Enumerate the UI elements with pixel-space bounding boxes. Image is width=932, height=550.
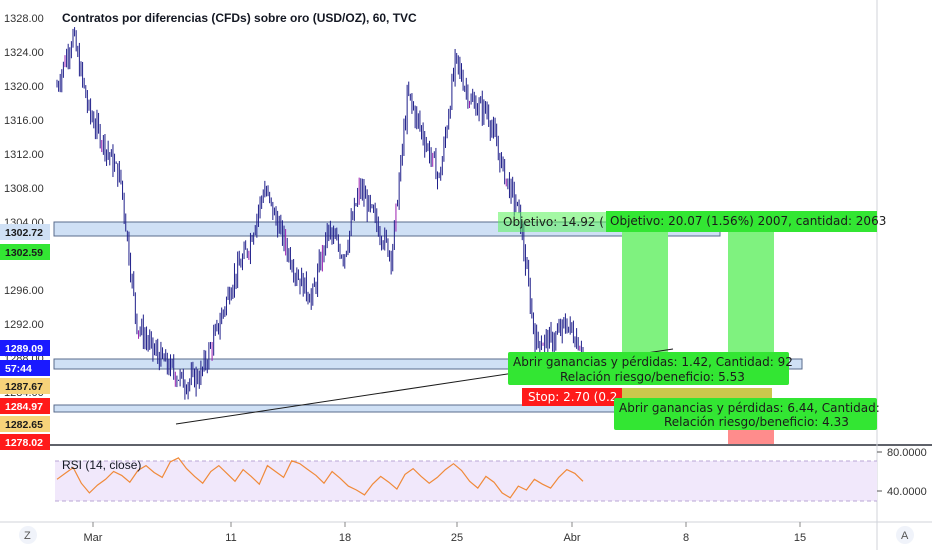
time-tick-label: 8 [683,532,689,544]
price-tick-label: 1324.00 [4,47,44,59]
objetivo-box-a[interactable]: Objetivo: 14.92 ( [498,212,608,232]
price-badge [0,378,50,394]
zoom-left-label: Z [24,530,31,542]
price-badge-label: 1302.59 [5,247,43,259]
abrir-box-b[interactable]: Abrir ganancias y pérdidas: 6.44, Cantid… [614,398,880,430]
abrir-b-line1: Abrir ganancias y pérdidas: 6.44, Cantid… [619,401,880,415]
price-badge [0,244,50,260]
candlestick-series[interactable] [56,27,584,400]
time-tick-label: 15 [794,532,806,544]
price-tick-label: 1296.00 [4,285,44,297]
stop-label-a: Stop: 2.70 (0.2 [528,390,617,404]
price-badge-label: 1284.97 [5,401,43,413]
price-badge [0,398,50,414]
abrir-a-line1: Abrir ganancias y pérdidas: 1.42, Cantid… [513,355,793,369]
price-badge-label: 1278.02 [5,437,43,449]
zone-middle[interactable] [53,358,803,370]
price-badge [0,360,50,376]
price-tick-label: 1316.00 [4,115,44,127]
stop-column-b[interactable] [728,430,774,444]
time-tick-label: 25 [451,532,463,544]
price-badge [0,434,50,450]
price-badge-label: 1287.67 [5,381,43,393]
objetivo-label-b: Objetivo: 20.07 (1.56%) 2007, cantidad: … [610,214,886,228]
time-tick-label: Abr [563,532,580,544]
auto-scale-label: A [901,530,909,542]
price-badge-label: 1289.09 [5,343,43,355]
abrir-box-a[interactable]: Abrir ganancias y pérdidas: 1.42, Cantid… [508,352,793,385]
zone-lower[interactable] [53,404,635,413]
price-tick-label: 1320.00 [4,81,44,93]
time-tick-label: 18 [339,532,351,544]
target-column-a[interactable] [622,232,668,356]
chart-title: Contratos por diferencias (CFDs) sobre o… [62,11,417,25]
stop-box-a[interactable]: Stop: 2.70 (0.2 [522,388,622,406]
rsi-line[interactable] [56,457,584,499]
price-tick-label: 1308.00 [4,183,44,195]
rsi-band [55,461,877,501]
rsi-tick-80: 80.0000 [887,447,927,459]
price-badge-label: 1302.72 [5,227,43,239]
time-tick-label: 11 [225,532,236,544]
rsi-label: RSI (14, close) [62,458,141,472]
price-badge-label: 1282.65 [5,419,43,431]
price-badge [0,340,50,356]
abrir-a-line2: Relación riesgo/beneficio: 5.53 [560,370,745,384]
price-tick-label: 1312.00 [4,149,44,161]
rsi-tick-40: 40.0000 [887,486,927,498]
objetivo-label-a: Objetivo: 14.92 ( [503,215,604,229]
auto-scale-button[interactable]: A [896,526,914,544]
zoom-left-button[interactable]: Z [19,526,37,544]
time-tick-label: Mar [84,532,103,544]
abrir-b-line2: Relación riesgo/beneficio: 4.33 [664,415,849,429]
price-badge [0,224,50,240]
price-badge-label: 57:44 [5,363,32,375]
price-tick-label: 1328.00 [4,13,44,25]
objetivo-box-b[interactable]: Objetivo: 20.07 (1.56%) 2007, cantidad: … [606,211,886,232]
price-badge [0,416,50,432]
price-tick-label: 1292.00 [4,319,44,331]
target-column-b[interactable] [728,232,774,356]
